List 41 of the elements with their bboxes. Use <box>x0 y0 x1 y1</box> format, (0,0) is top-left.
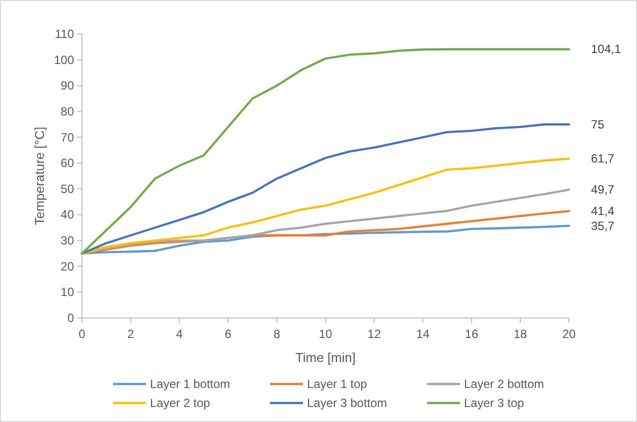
data-label: 61,7 <box>591 152 615 166</box>
y-tick-label: 100 <box>54 52 74 67</box>
x-tick-label: 2 <box>127 327 134 341</box>
x-axis-title: Time [min] <box>295 350 356 365</box>
data-label: 104,1 <box>591 42 622 56</box>
x-tick-label: 20 <box>562 327 576 341</box>
y-tick-label: 30 <box>60 234 74 248</box>
y-tick-label: 20 <box>60 259 74 274</box>
data-label: 41,4 <box>591 204 615 218</box>
y-tick-label: 10 <box>60 285 74 300</box>
y-tick-label: 0 <box>67 311 74 325</box>
line-series <box>80 123 570 255</box>
x-tick-label: 10 <box>318 327 332 341</box>
x-tick-label: 0 <box>78 327 86 341</box>
x-tick-label: 16 <box>464 327 479 341</box>
line-series <box>80 48 570 255</box>
x-tick-label: 8 <box>273 327 280 341</box>
y-axis-title: Temperature [°C] <box>32 126 47 226</box>
x-tick-label: 18 <box>514 327 528 341</box>
legend-label: Layer 1 top <box>307 377 368 391</box>
y-tick-label: 50 <box>60 182 74 196</box>
x-tick-label: 4 <box>176 327 184 341</box>
legend-label: Layer 3 bottom <box>307 396 388 410</box>
y-tick-label: 60 <box>60 156 74 170</box>
y-tick-label: 110 <box>54 27 74 41</box>
data-label: 49,7 <box>591 182 615 197</box>
y-tick-label: 80 <box>60 104 74 118</box>
legend-label: Layer 1 bottom <box>150 377 230 391</box>
x-tick-label: 12 <box>368 327 382 341</box>
legend-label: Layer 2 top <box>150 396 210 410</box>
line-series <box>80 158 570 255</box>
y-tick-label: 40 <box>60 208 74 222</box>
line-series <box>80 210 570 255</box>
y-tick-label: 90 <box>60 78 74 93</box>
x-tick-label: 14 <box>416 327 430 341</box>
data-label: 35,7 <box>591 218 615 233</box>
legend-label: Layer 3 top <box>464 396 524 410</box>
x-tick-label: 6 <box>224 327 232 341</box>
legend-label: Layer 2 bottom <box>464 377 544 391</box>
data-label: 75 <box>591 117 605 132</box>
y-tick-label: 70 <box>60 130 74 144</box>
